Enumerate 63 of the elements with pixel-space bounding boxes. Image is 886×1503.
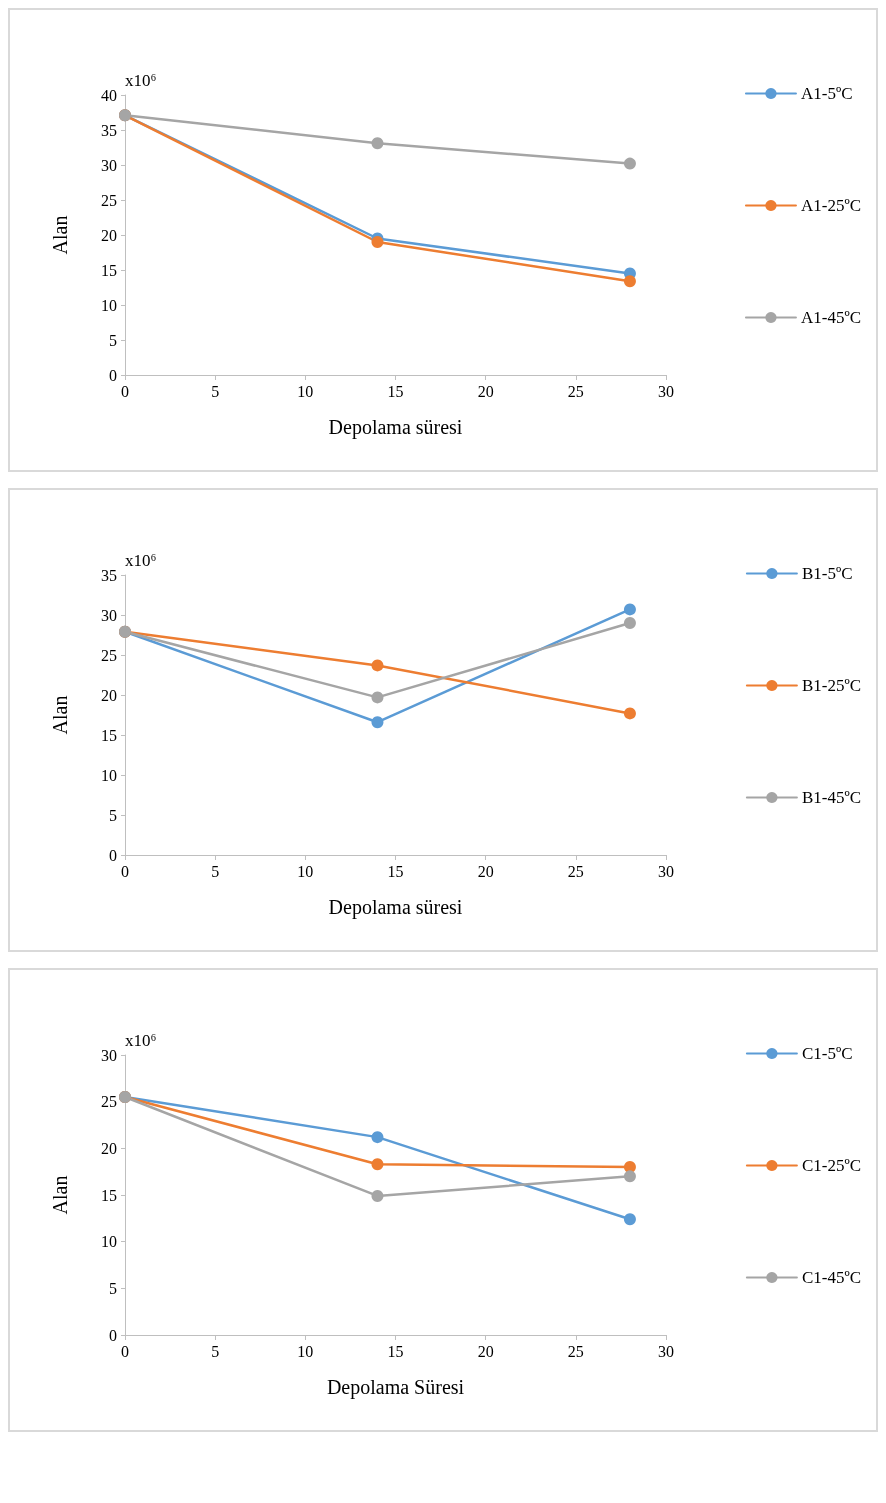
y-tick-label: 0 [109,366,117,384]
x-tick-label: 20 [477,862,494,880]
legend-label: C1-5ºC [801,1044,853,1063]
legend-label: B1-45ºC [801,788,862,807]
x-tick-label: 25 [567,862,584,880]
y-tick-label: 15 [101,726,117,744]
y-tick-label: 0 [109,846,117,864]
y-tick-label: 20 [101,226,117,244]
text: x10⁶ [125,1031,157,1050]
y-tick-label: 10 [101,296,117,314]
x-tick-label: 0 [121,862,129,880]
text: x10⁶ [125,551,157,570]
y-axis-title: Alan [49,1175,71,1215]
x-tick-label: 5 [211,382,220,400]
x-tick-label: 25 [567,382,584,400]
x-tick-label: 5 [211,862,220,880]
y-tick-label: 25 [101,1093,117,1111]
legend-label: C1-25ºC [801,1156,862,1175]
y-tick-label: 25 [101,646,117,664]
x-tick-label: 20 [477,1342,494,1360]
y-tick-label: 35 [101,566,117,584]
y-axis-title: Alan [49,695,71,735]
x-tick-label: 30 [658,862,674,880]
y-tick-label: 30 [101,1046,117,1064]
x-tick-label: 30 [658,1342,674,1360]
y-axis-title: Alan [49,215,71,255]
legend-label: C1-45ºC [801,1268,862,1287]
x-tick-label: 5 [211,1342,220,1360]
y-tick-label: 5 [109,806,117,824]
legend-label: A1-5ºC [800,84,853,103]
x-tick-label: 10 [297,862,314,880]
y-tick-label: 10 [101,766,117,784]
x-tick-label: 15 [387,1342,404,1360]
x-tick-label: 30 [658,382,674,400]
legend-label: A1-25ºC [800,196,862,215]
x-tick-label: 25 [567,1342,584,1360]
x-axis-title: Depolama süresi [328,416,463,439]
legend-label: B1-5ºC [801,564,853,583]
y-tick-label: 30 [101,156,117,174]
legend-label: A1-45ºC [800,308,862,327]
y-tick-label: 5 [109,1279,117,1297]
x-tick-label: 0 [121,1342,129,1360]
text: x10⁶ [125,71,157,90]
x-tick-label: 15 [387,862,404,880]
legend-label: B1-25ºC [801,676,862,695]
y-tick-label: 30 [101,606,117,624]
y-tick-label: 15 [101,261,117,279]
y-tick-label: 20 [101,1139,117,1157]
x-axis-title: Depolama süresi [328,896,463,919]
y-tick-label: 0 [109,1326,117,1344]
x-tick-label: 10 [297,382,314,400]
y-tick-label: 35 [101,121,117,139]
x-tick-label: 0 [121,382,129,400]
x-axis-title: Depolama Süresi [326,1376,465,1399]
y-tick-label: 20 [101,686,117,704]
x-tick-label: 20 [477,382,494,400]
y-tick-label: 15 [101,1186,117,1204]
y-tick-label: 5 [109,331,117,349]
y-tick-label: 10 [101,1233,117,1251]
y-tick-label: 25 [101,191,117,209]
x-tick-label: 10 [297,1342,314,1360]
y-tick-label: 40 [101,86,117,104]
x-tick-label: 15 [387,382,404,400]
